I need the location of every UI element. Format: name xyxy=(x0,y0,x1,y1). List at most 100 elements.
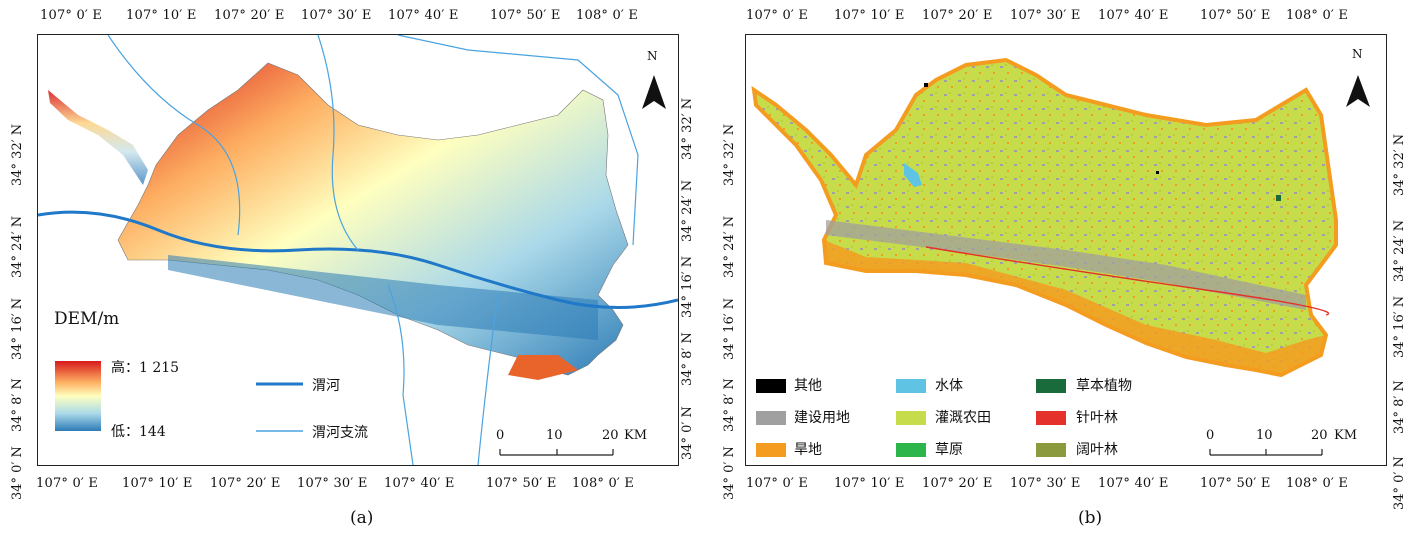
legend-label: 针叶林 xyxy=(1076,410,1118,426)
scale-label: 10 xyxy=(546,428,563,443)
right-tick: 34° 32′ N xyxy=(1392,133,1407,196)
top-tick: 107° 10′ E xyxy=(126,8,197,23)
north-arrow-icon xyxy=(1346,75,1370,107)
bottom-tick: 107° 20′ E xyxy=(922,476,993,491)
legend-label: 阔叶林 xyxy=(1076,442,1118,458)
tributary-line xyxy=(477,294,499,465)
map-frame: N 其他 水体 草本植物 建设用地 灌溉农田 针叶林 旱地 草原 阔叶林 0 1… xyxy=(745,34,1387,466)
right-tick: 34° 8′ N xyxy=(680,332,695,386)
legend-label: 建设用地 xyxy=(794,410,850,426)
legend-label: 水体 xyxy=(935,378,963,394)
tributary-line xyxy=(397,35,639,246)
legend-swatch xyxy=(756,443,786,457)
left-tick: 34° 8′ N xyxy=(10,378,25,432)
dem-gradient-bar xyxy=(55,361,101,431)
right-tick: 34° 0′ N xyxy=(1392,456,1407,510)
legend-swatch xyxy=(756,411,786,425)
scale-label: 20 xyxy=(602,428,619,443)
scale-label: 0 xyxy=(496,428,505,443)
legend-label: 草本植物 xyxy=(1076,378,1132,394)
right-tick: 34° 24′ N xyxy=(1392,219,1407,282)
scale-label: 20 xyxy=(1311,428,1328,443)
bottom-tick: 107° 30′ E xyxy=(297,476,368,491)
legend-tributary-label: 渭河支流 xyxy=(312,425,368,441)
water-body xyxy=(904,163,922,187)
top-tick: 107° 20′ E xyxy=(922,8,993,23)
legend-swatch xyxy=(756,379,786,393)
bottom-tick: 107° 30′ E xyxy=(1010,476,1081,491)
bottom-tick: 107° 10′ E xyxy=(122,476,193,491)
legend-low-label: 低：144 xyxy=(111,424,166,440)
map-frame: N DEM/m 高：1 215 低：144 渭河 渭河支流 0 10 20 KM xyxy=(37,34,679,466)
bottom-tick: 107° 20′ E xyxy=(210,476,281,491)
panel-a-dem-map: 107° 0′ E 107° 10′ E 107° 20′ E 107° 30′… xyxy=(0,0,700,534)
bottom-tick: 108° 0′ E xyxy=(572,476,635,491)
legend-label: 灌溉农田 xyxy=(935,410,991,426)
top-tick: 107° 50′ E xyxy=(490,8,561,23)
legend-swatch xyxy=(896,411,926,425)
scale-bar xyxy=(1209,449,1323,456)
bottom-tick: 108° 0′ E xyxy=(1286,476,1349,491)
legend-swatch xyxy=(1036,379,1066,393)
legend-swatch xyxy=(1036,411,1066,425)
legend-title: DEM/m xyxy=(54,309,120,329)
top-tick: 107° 20′ E xyxy=(214,8,285,23)
right-tick: 34° 32′ N xyxy=(680,97,695,160)
right-tick: 34° 16′ N xyxy=(1392,295,1407,358)
bottom-tick: 107° 0′ E xyxy=(36,476,99,491)
legend-river-label: 渭河 xyxy=(312,378,340,394)
right-tick: 34° 8′ N xyxy=(1392,380,1407,434)
north-label: N xyxy=(647,49,658,63)
legend-swatch xyxy=(896,379,926,393)
top-tick: 107° 30′ E xyxy=(1010,8,1081,23)
top-tick: 107° 30′ E xyxy=(301,8,372,23)
legend-high-label: 高：1 215 xyxy=(111,360,180,376)
scale-unit: KM xyxy=(624,428,648,443)
legend-swatch xyxy=(896,443,926,457)
top-tick: 108° 0′ E xyxy=(1286,8,1349,23)
top-tick: 107° 50′ E xyxy=(1200,8,1271,23)
top-tick: 108° 0′ E xyxy=(576,8,639,23)
top-tick: 107° 0′ E xyxy=(40,8,103,23)
panel-caption: (a) xyxy=(350,508,374,528)
bottom-tick: 107° 50′ E xyxy=(1200,476,1271,491)
left-tick: 34° 32′ N xyxy=(10,123,25,186)
study-area-shape xyxy=(751,57,1338,378)
north-label: N xyxy=(1352,47,1363,61)
left-tick: 34° 0′ N xyxy=(722,446,737,500)
top-tick: 107° 0′ E xyxy=(746,8,809,23)
dem-map-canvas xyxy=(38,35,678,465)
bottom-tick: 107° 40′ E xyxy=(1098,476,1169,491)
tributary-line xyxy=(107,35,241,236)
top-tick: 107° 40′ E xyxy=(388,8,459,23)
legend-label: 其他 xyxy=(794,378,822,394)
left-tick: 34° 32′ N xyxy=(722,123,737,186)
scale-bar xyxy=(499,449,614,456)
left-tick: 34° 24′ N xyxy=(722,215,737,278)
scale-label: 10 xyxy=(1256,428,1273,443)
bottom-tick: 107° 0′ E xyxy=(746,476,809,491)
legend-label: 草原 xyxy=(935,442,963,458)
left-tick: 34° 8′ N xyxy=(722,378,737,432)
panel-b-landcover-map: 107° 0′ E 107° 10′ E 107° 20′ E 107° 30′… xyxy=(700,0,1419,534)
right-tick: 34° 24′ N xyxy=(680,179,695,242)
left-tick: 34° 16′ N xyxy=(722,297,737,360)
bottom-tick: 107° 40′ E xyxy=(384,476,455,491)
north-arrow-icon xyxy=(642,75,666,109)
bottom-tick: 107° 50′ E xyxy=(486,476,557,491)
legend-label: 旱地 xyxy=(794,442,822,458)
tributary-line xyxy=(387,284,414,465)
panel-caption: (b) xyxy=(1078,508,1103,528)
tributary-line xyxy=(317,35,359,251)
bottom-tick: 107° 10′ E xyxy=(834,476,905,491)
top-tick: 107° 10′ E xyxy=(834,8,905,23)
top-tick: 107° 40′ E xyxy=(1098,8,1169,23)
scale-label: 0 xyxy=(1206,428,1215,443)
landcover-map-canvas xyxy=(751,57,1370,456)
right-tick: 34° 16′ N xyxy=(680,255,695,318)
left-tick: 34° 0′ N xyxy=(10,446,25,500)
left-tick: 34° 16′ N xyxy=(10,297,25,360)
legend-swatch xyxy=(1036,443,1066,457)
scale-unit: KM xyxy=(1334,428,1358,443)
weihe-river-line xyxy=(38,210,678,309)
